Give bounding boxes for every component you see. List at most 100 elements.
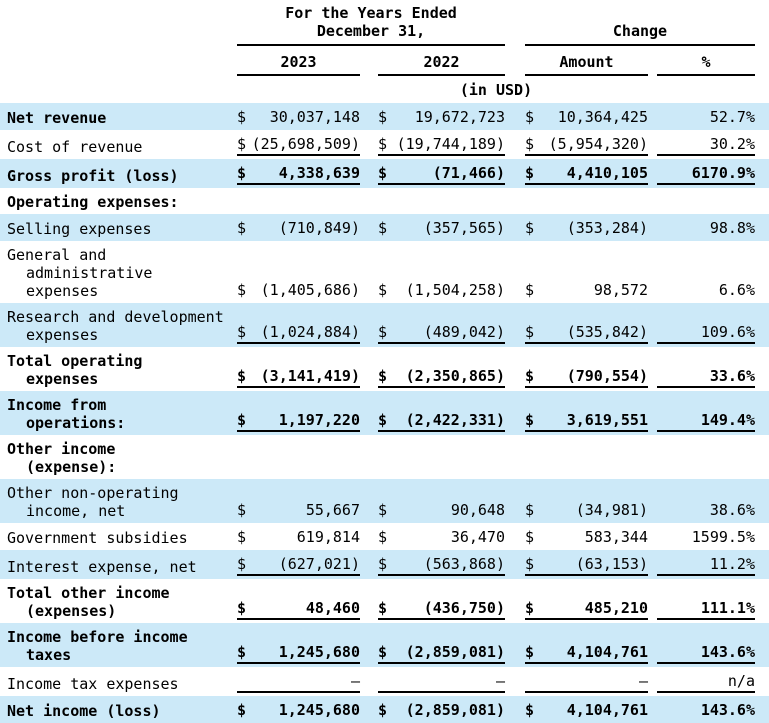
value-cell-amount: $ (790,554) bbox=[525, 367, 648, 388]
row-label-line: Total other income bbox=[7, 584, 170, 602]
row-label: Interest expense, net bbox=[0, 558, 237, 576]
dollar-sign: $ bbox=[525, 501, 535, 519]
dollar-sign: $ bbox=[237, 528, 247, 546]
value-cell-v2023: $619,814 bbox=[237, 528, 360, 547]
dollar-sign: $ bbox=[378, 219, 388, 237]
cell-value: (489,042) bbox=[423, 323, 505, 341]
cell-value: (19,744,189) bbox=[396, 135, 505, 153]
cell-value: (25,698,509) bbox=[251, 135, 360, 153]
cell-value: 4,104,761 bbox=[566, 643, 648, 661]
value-cell-v2023: $ (1,024,884) bbox=[237, 323, 360, 344]
table-row: General and administrative expenses $ (1,405… bbox=[0, 241, 769, 303]
value-cell-v2022: $90,648 bbox=[378, 501, 505, 520]
cell-value: (357,565) bbox=[423, 219, 505, 237]
table-row: Gross profit (loss) $4,338,639 $ (71,466) $4… bbox=[0, 159, 769, 188]
dollar-sign: $ bbox=[525, 164, 535, 182]
cell-value: 19,672,723 bbox=[414, 108, 505, 126]
row-label-line: Income before income bbox=[7, 628, 188, 646]
cell-value: (1,024,884) bbox=[260, 323, 360, 341]
row-label: Selling expenses bbox=[0, 220, 237, 238]
dollar-sign: $ bbox=[525, 599, 535, 617]
row-label-line: Cost of revenue bbox=[7, 138, 143, 156]
dollar-sign: $ bbox=[237, 643, 247, 661]
table-row: Income from operations: $1,197,220 $ (2,422,… bbox=[0, 391, 769, 435]
cell-value: 1,245,680 bbox=[278, 643, 360, 661]
cell-value: (436,750) bbox=[423, 599, 505, 617]
row-label-line: expenses bbox=[26, 326, 99, 344]
value-cell-v2022: $36,470 bbox=[378, 528, 505, 547]
row-label-line: (expenses) bbox=[26, 602, 117, 620]
dollar-sign: $ bbox=[378, 643, 388, 661]
cell-value: (563,868) bbox=[423, 555, 505, 573]
years-ended-line1: For the Years Ended bbox=[285, 4, 457, 22]
table-row: Operating expenses: bbox=[0, 188, 769, 214]
column-header-percent: % bbox=[657, 46, 755, 76]
dollar-sign: $ bbox=[237, 281, 247, 299]
row-label-line: expenses bbox=[26, 282, 99, 300]
cell-value: (2,859,081) bbox=[405, 701, 505, 719]
value-cell-pct: 149.4% bbox=[657, 411, 755, 432]
row-label-line: Income from bbox=[7, 396, 107, 414]
cell-value: 90,648 bbox=[450, 501, 505, 519]
dollar-sign: $ bbox=[378, 164, 388, 182]
row-label-line: Interest expense, net bbox=[7, 558, 197, 576]
value-cell-amount: $583,344 bbox=[525, 528, 648, 547]
value-cell-pct: 111.1% bbox=[657, 599, 755, 620]
dollar-sign: $ bbox=[237, 555, 247, 573]
row-label: Income tax expenses bbox=[0, 675, 237, 693]
value-cell-pct: 98.8% bbox=[709, 219, 755, 237]
years-ended-line2: December 31, bbox=[316, 22, 426, 40]
value-cell-amount: $3,619,551 bbox=[525, 411, 648, 432]
table-row: Government subsidies $619,814 $36,470 $583,… bbox=[0, 523, 769, 550]
row-label: Income before income taxes bbox=[0, 628, 237, 664]
table-row: Cost of revenue $ (25,698,509) $ (19,744,189… bbox=[0, 130, 769, 159]
row-label: Total operating expenses bbox=[0, 352, 237, 388]
value-cell-v2022: $ (71,466) bbox=[378, 164, 505, 185]
row-label: Other income (expense): bbox=[0, 440, 237, 476]
dollar-sign: $ bbox=[378, 281, 388, 299]
dollar-sign: $ bbox=[525, 528, 535, 546]
row-label: Operating expenses: bbox=[0, 193, 237, 211]
value-cell-v2022: $19,672,723 bbox=[378, 108, 505, 127]
value-cell-v2022: $ (489,042) bbox=[378, 323, 505, 344]
cell-value: 583,344 bbox=[584, 528, 648, 546]
dollar-sign: $ bbox=[237, 108, 247, 126]
cell-value: 10,364,425 bbox=[557, 108, 648, 126]
row-label-line: Selling expenses bbox=[7, 220, 152, 238]
row-label: Net income (loss) bbox=[0, 702, 237, 720]
column-header-amount: Amount bbox=[525, 46, 648, 76]
cell-value: (34,981) bbox=[575, 501, 648, 519]
table-row: Selling expenses $ (710,849) $ (357,565) $ (35… bbox=[0, 214, 769, 241]
value-cell-pct: 6.6% bbox=[718, 281, 755, 299]
value-cell-v2023: $ (1,405,686) bbox=[237, 281, 360, 300]
row-label-line: income, net bbox=[26, 502, 126, 520]
dollar-sign: $ bbox=[525, 323, 535, 341]
currency-note: (in USD) bbox=[459, 81, 533, 99]
value-cell-v2022: — bbox=[378, 672, 505, 693]
row-label-line: Net revenue bbox=[7, 109, 107, 127]
value-cell-amount: $ (63,153) bbox=[525, 555, 648, 576]
dollar-sign: $ bbox=[237, 367, 247, 385]
row-label-line: Operating expenses: bbox=[7, 193, 179, 211]
cell-value: 619,814 bbox=[296, 528, 360, 546]
row-label: Research and development expenses bbox=[0, 308, 237, 344]
value-cell-pct: 30.2% bbox=[657, 135, 755, 156]
value-cell-v2022: $ (357,565) bbox=[378, 219, 505, 238]
table-row: Income tax expenses — — — n/a bbox=[0, 667, 769, 696]
table-row: Interest expense, net $ (627,021) $ (563,868… bbox=[0, 550, 769, 579]
table-row: Income before income taxes $1,245,680 $ (2,8… bbox=[0, 623, 769, 667]
row-label: Total other income (expenses) bbox=[0, 584, 237, 620]
value-cell-amount: $4,104,761 bbox=[525, 643, 648, 664]
cell-value: (63,153) bbox=[575, 555, 648, 573]
dollar-sign: $ bbox=[237, 219, 247, 237]
row-label-line: operations: bbox=[26, 414, 126, 432]
value-cell-pct: 38.6% bbox=[709, 501, 755, 519]
row-label-line: Income tax expenses bbox=[7, 675, 179, 693]
value-cell-pct: 52.7% bbox=[709, 108, 755, 126]
row-label: Gross profit (loss) bbox=[0, 167, 237, 185]
value-cell-v2022: $ (2,422,331) bbox=[378, 411, 505, 432]
dollar-sign: $ bbox=[237, 164, 247, 182]
dollar-sign: $ bbox=[378, 599, 388, 617]
cell-value: 55,667 bbox=[305, 501, 360, 519]
column-header-2022: 2022 bbox=[378, 46, 505, 76]
